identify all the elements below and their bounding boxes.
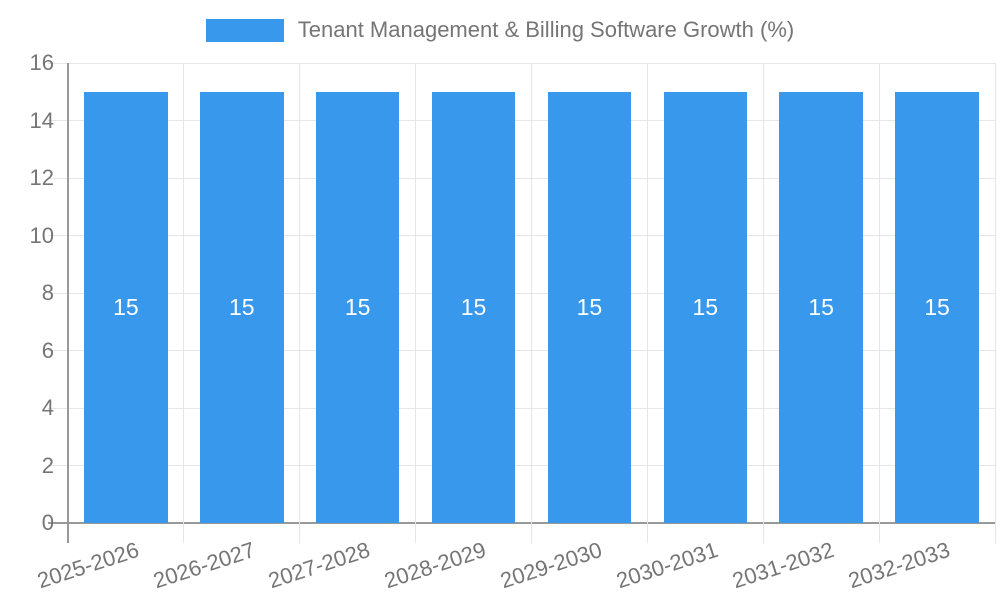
chart-legend[interactable]: Tenant Management & Billing Software Gro…: [0, 17, 1000, 43]
h-gridline: [48, 62, 995, 64]
bar-value-label: 15: [229, 293, 255, 320]
v-gridline: [415, 63, 417, 543]
legend-label: Tenant Management & Billing Software Gro…: [297, 17, 795, 42]
y-tick-label: 4: [41, 395, 54, 420]
v-gridline: [994, 63, 996, 543]
y-tick-label: 10: [29, 222, 54, 248]
v-gridline: [762, 63, 764, 543]
bar-value-label: 15: [576, 293, 603, 320]
y-tick-label: 12: [29, 165, 54, 190]
y-axis-line: [67, 63, 69, 543]
y-tick-label: 2: [41, 452, 54, 478]
x-tick-label: 2025-2026: [33, 537, 142, 594]
x-tick-label: 2032-2033: [844, 537, 953, 594]
y-tick-label: 0: [41, 510, 54, 535]
v-gridline: [646, 63, 648, 543]
y-tick-label: 8: [41, 280, 54, 305]
bar[interactable]: 15: [84, 91, 168, 523]
bar-value-label: 15: [692, 293, 719, 320]
v-gridline: [299, 63, 301, 543]
x-tick-label: 2027-2028: [265, 537, 374, 594]
bar[interactable]: 15: [315, 91, 400, 523]
bar-value-label: 15: [344, 293, 371, 320]
bar-value-label: 15: [808, 293, 834, 320]
bar-value-label: 15: [113, 293, 139, 320]
bar[interactable]: 15: [431, 91, 516, 523]
x-tick-label: 2030-2031: [613, 537, 722, 594]
bar[interactable]: 15: [547, 91, 632, 523]
x-tick-label: 2026-2027: [149, 537, 258, 594]
bar[interactable]: 15: [663, 91, 748, 523]
bar-value-label: 15: [460, 293, 487, 320]
x-tick-label: 2031-2032: [729, 537, 837, 594]
bar[interactable]: 15: [200, 91, 284, 523]
v-gridline: [183, 63, 185, 543]
y-tick-label: 14: [29, 107, 54, 133]
bar[interactable]: 15: [779, 91, 863, 523]
x-tick-label: 2029-2030: [497, 537, 606, 594]
v-gridline: [531, 63, 532, 543]
legend-swatch: [205, 18, 284, 42]
bar[interactable]: 15: [895, 91, 979, 523]
y-tick-label: 6: [41, 337, 54, 363]
bar-value-label: 15: [924, 293, 950, 320]
y-tick-label: 16: [29, 50, 54, 75]
v-gridline: [878, 63, 880, 543]
plot-area: 0 2 4 6 8 10 12 14 16 15 15 15 15 15 15 15 15 2025-2026 20…: [30, 50, 996, 593]
x-tick-label: 2028-2029: [381, 537, 490, 594]
